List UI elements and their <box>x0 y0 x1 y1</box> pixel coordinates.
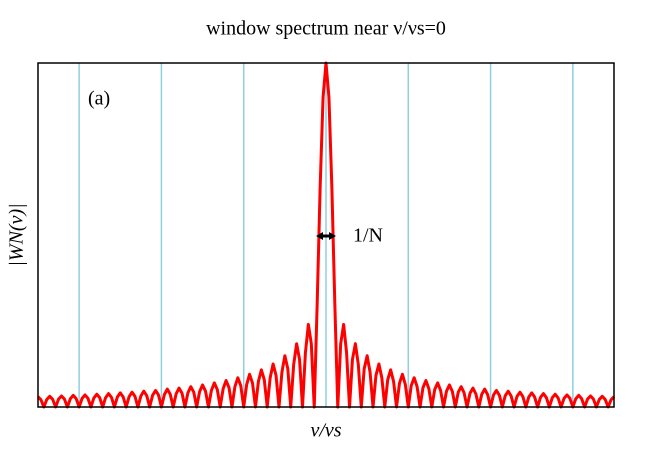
plot-frame <box>37 62 615 408</box>
y-axis-label: |WN(ν)| <box>6 203 28 266</box>
annotation: 1/N <box>353 225 383 247</box>
grid <box>78 63 574 407</box>
chart-title: window spectrum near ν/νs=0 <box>206 18 446 40</box>
x-axis-label: ν/νs <box>310 420 341 442</box>
annotation: (a) <box>88 88 110 110</box>
width-arrow <box>316 232 336 240</box>
